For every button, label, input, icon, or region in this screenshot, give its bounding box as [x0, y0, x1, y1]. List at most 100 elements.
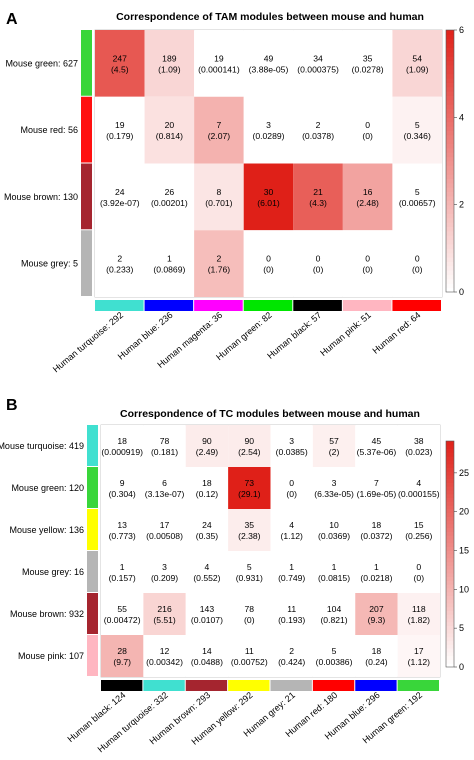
color-scale-tick-label: 0: [459, 662, 464, 672]
color-scale-segment: [446, 599, 454, 604]
panel-b-title: Correspondence of TC modules between mou…: [120, 408, 420, 420]
color-scale-segment: [446, 501, 454, 506]
cell-value-label: (3.92e-07): [100, 198, 140, 208]
heatmap-cell: [392, 96, 442, 164]
cell-count-label: 57: [329, 436, 339, 446]
cell-count-label: 1: [332, 562, 337, 572]
row-label: Mouse grey: 5: [21, 259, 78, 269]
color-scale-segment: [446, 610, 454, 615]
cell-value-label: (0.023): [405, 447, 432, 457]
cell-count-label: 104: [327, 604, 342, 614]
heatmap-cell: [185, 467, 229, 509]
heatmap-cell: [397, 467, 440, 509]
column-color-strip: [397, 680, 439, 691]
heatmap-cell: [355, 509, 398, 551]
cell-value-label: (0.0378): [302, 131, 334, 141]
color-scale-segment: [446, 182, 454, 188]
cell-count-label: 216: [157, 604, 172, 614]
color-scale-tick-label: 2: [459, 200, 464, 210]
color-scale-segment: [446, 621, 454, 627]
cell-value-label: (0.0369): [318, 531, 350, 541]
color-scale-tick-label: 5: [459, 623, 464, 633]
cell-count-label: 2: [217, 254, 222, 264]
cell-count-label: 30: [264, 187, 274, 197]
cell-count-label: 3: [332, 478, 337, 488]
cell-count-label: 54: [412, 53, 422, 63]
row-label: Mouse pink: 107: [18, 651, 84, 661]
color-scale-segment: [446, 60, 454, 66]
heatmap-cell: [101, 635, 144, 677]
cell-value-label: (0.193): [278, 615, 305, 625]
heatmap-cell: [143, 467, 186, 509]
cell-value-label: (0.00342): [146, 657, 183, 667]
cell-value-label: (0.0488): [191, 657, 223, 667]
heatmap-cell: [355, 551, 398, 593]
cell-count-label: 1: [120, 562, 125, 572]
heatmap-cell: [185, 635, 229, 677]
color-scale-segment: [446, 82, 454, 88]
color-scale-segment: [446, 230, 454, 236]
color-scale-segment: [446, 606, 454, 611]
color-scale-tick-label: 4: [459, 112, 464, 122]
color-scale-segment: [446, 614, 454, 619]
color-scale-tick-label: 15: [459, 546, 469, 556]
heatmap-cell: [397, 635, 440, 677]
heatmap-cell: [101, 593, 144, 635]
cell-value-label: (0.814): [156, 131, 183, 141]
heatmap-cell: [270, 425, 313, 467]
color-scale-segment: [446, 73, 454, 79]
cell-value-label: (6.01): [257, 198, 280, 208]
color-scale-segment: [446, 64, 454, 70]
panel-b-color-scale: 0 5 10 15 20 25: [445, 440, 469, 672]
column-color-strip: [95, 300, 144, 311]
color-scale-segment: [446, 47, 454, 53]
row-color-strip: [81, 163, 92, 230]
color-scale-segment: [446, 187, 454, 193]
heatmap-cell: [392, 163, 442, 231]
cell-value-label: (0.00508): [146, 531, 183, 541]
cell-value-label: (0.00657): [399, 198, 436, 208]
color-scale-segment: [446, 444, 454, 450]
cell-count-label: 73: [245, 478, 255, 488]
column-color-strip: [243, 300, 293, 311]
heatmap-cell: [293, 230, 343, 297]
cell-value-label: (1.09): [158, 64, 181, 74]
cell-value-label: (0.0869): [153, 265, 185, 275]
cell-value-label: (5.37e-06): [357, 447, 397, 457]
cell-value-label: (0.00201): [151, 198, 188, 208]
cell-count-label: 18: [117, 436, 127, 446]
cell-count-label: 20: [165, 120, 175, 130]
cell-value-label: (0.000375): [297, 64, 339, 74]
cell-value-label: (9.3): [368, 615, 386, 625]
column-label: Human turquoise: 292: [51, 310, 125, 375]
cell-count-label: 17: [414, 646, 424, 656]
color-scale-segment: [446, 30, 454, 35]
heatmap-cell: [143, 593, 186, 635]
color-scale-border: [445, 440, 455, 668]
cell-value-label: (0.157): [109, 573, 136, 583]
color-scale-segment: [446, 505, 454, 510]
heatmap-cell: [312, 425, 356, 467]
color-scale-segment: [446, 126, 454, 131]
heatmap-cell: [228, 509, 271, 551]
cell-count-label: 45: [372, 436, 382, 446]
cell-count-label: 8: [217, 187, 222, 197]
panel-b-heatmap: Mouse turquoise: 419 18(0.000919)78(0.181…: [0, 424, 441, 754]
cell-value-label: (0.179): [106, 131, 133, 141]
color-scale-segment: [446, 43, 454, 48]
column-color-strip: [312, 680, 355, 691]
cell-count-label: 0: [415, 254, 420, 264]
color-scale-segment: [446, 625, 454, 630]
heatmap-cell: [143, 635, 186, 677]
row-color-strip: [81, 30, 92, 96]
heatmap-cell: [392, 230, 442, 297]
row-label: Mouse green: 120: [11, 483, 84, 493]
color-scale-segment: [446, 651, 454, 657]
heatmap-cell: [228, 425, 271, 467]
color-scale-segment: [446, 629, 454, 634]
cell-count-label: 0: [416, 562, 421, 572]
cell-count-label: 12: [160, 646, 170, 656]
color-scale-segment: [446, 474, 454, 480]
heatmap-cell: [312, 551, 356, 593]
color-scale-segment: [446, 456, 454, 461]
